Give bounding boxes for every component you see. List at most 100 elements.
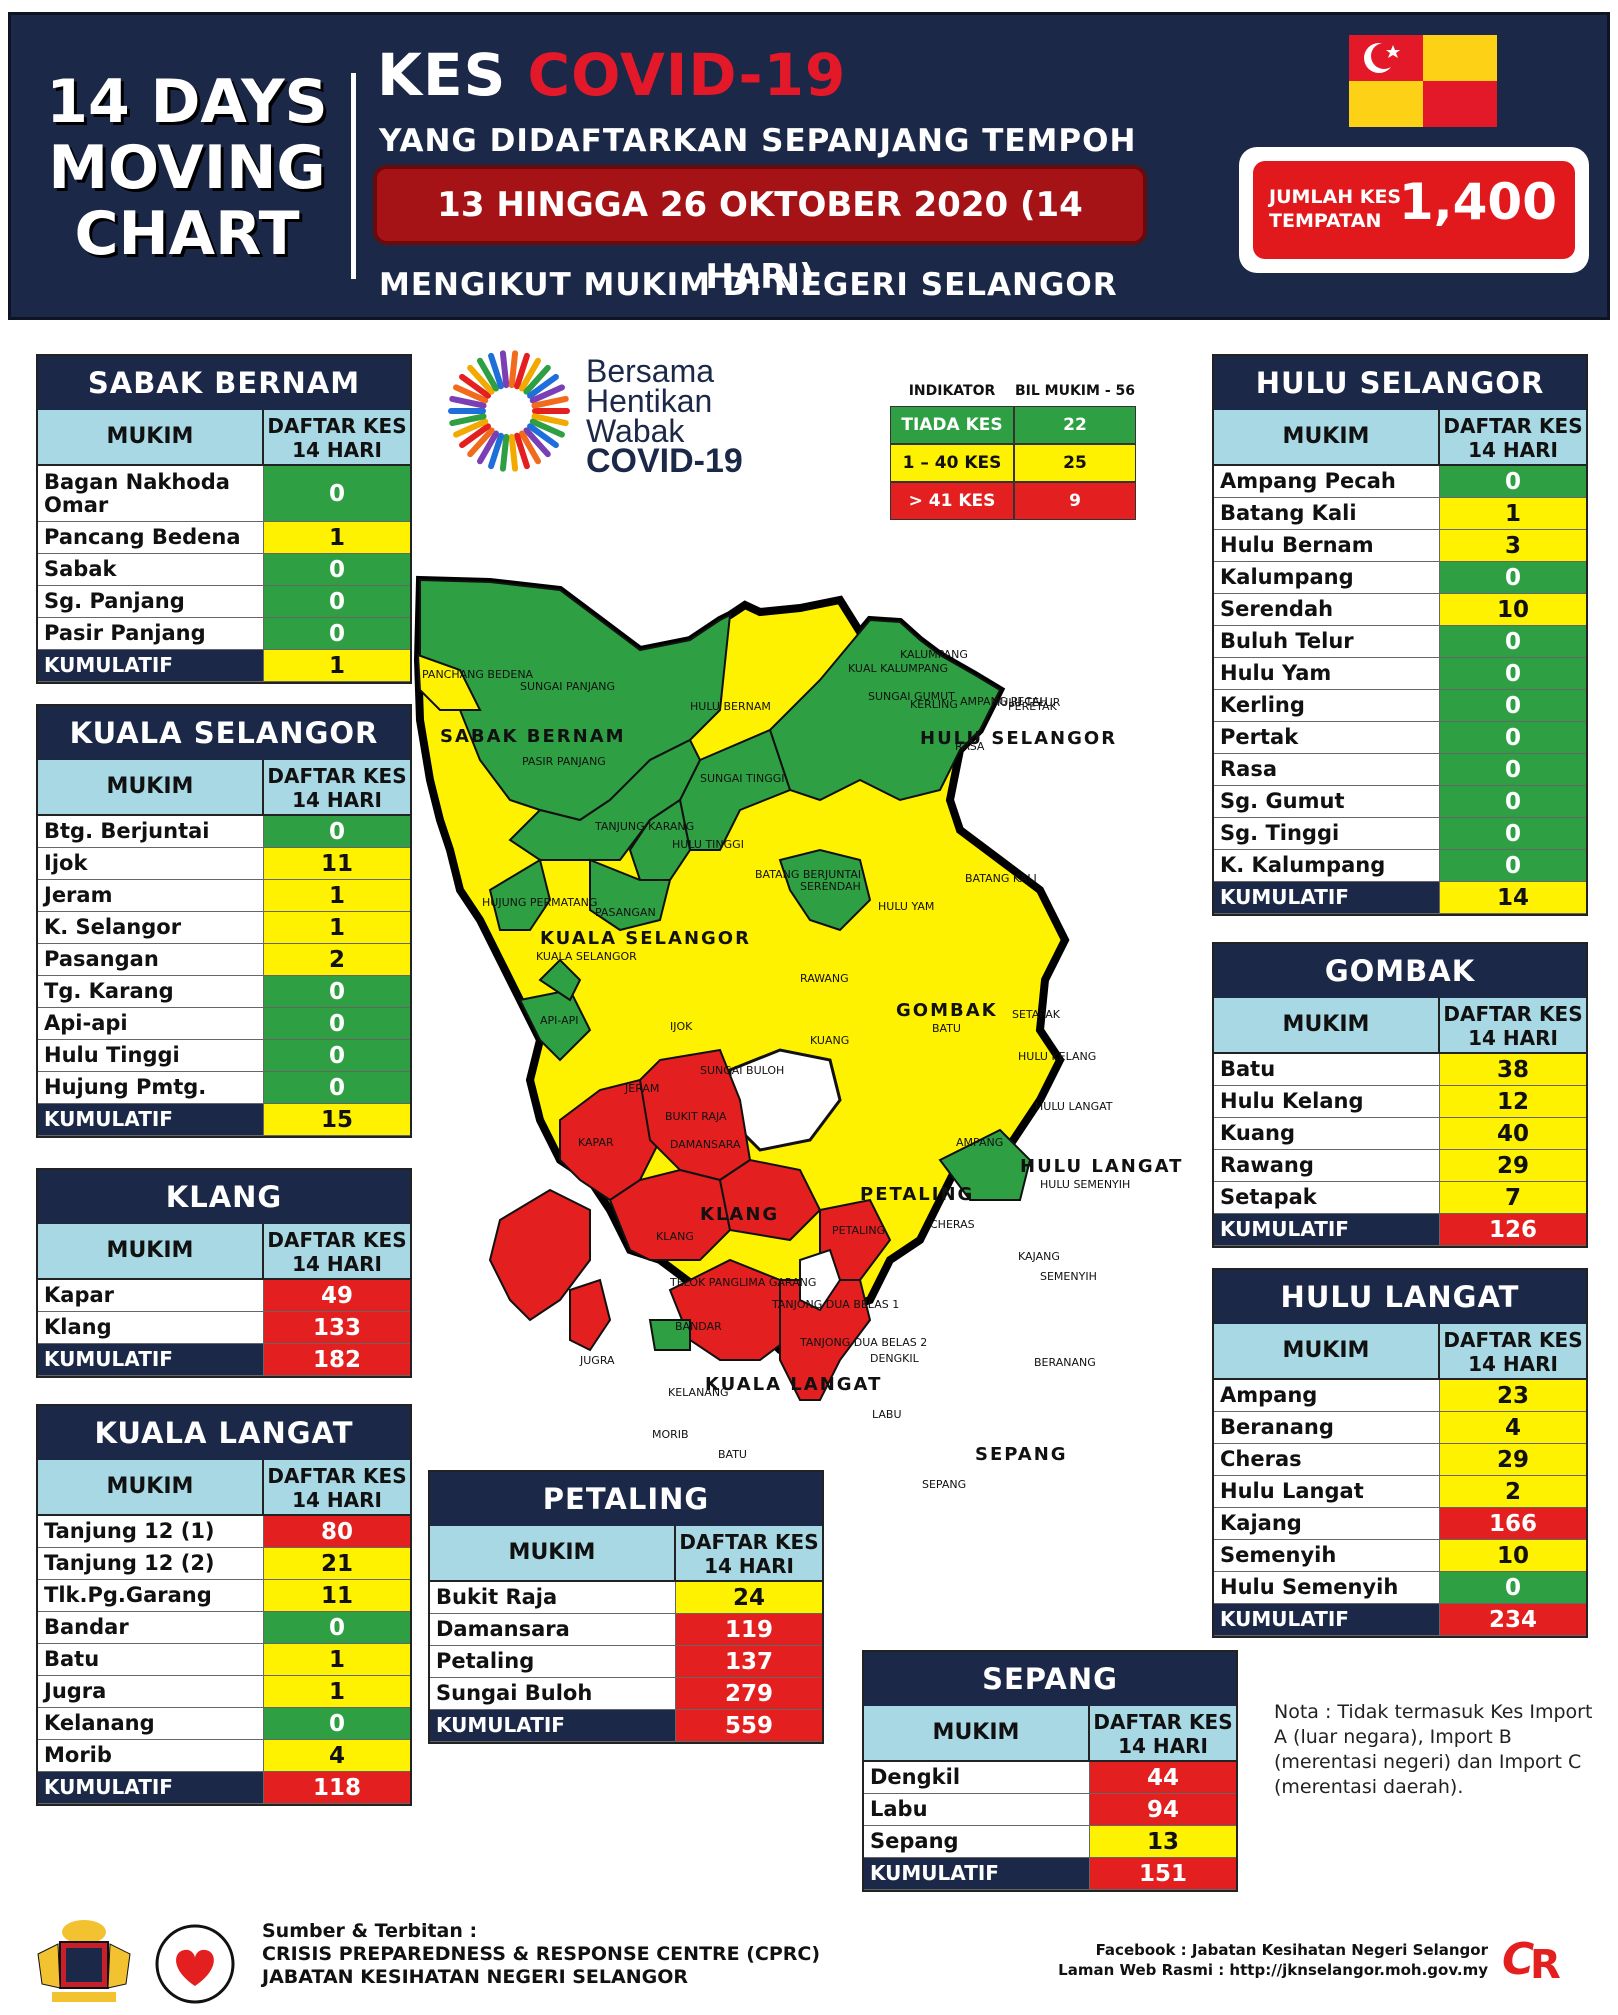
- mukim-name: Hulu Yam: [1214, 658, 1440, 689]
- table-row: Hulu Tinggi 0: [38, 1040, 410, 1072]
- region-kuala-selangor-small: [538, 958, 582, 1002]
- daftar-kes-line: 14 HARI: [1468, 1026, 1558, 1050]
- map-mukim-label: SUNGAI PANJANG: [520, 680, 615, 693]
- sunburst-ray: [531, 413, 569, 427]
- table-row: Tg. Karang 0: [38, 976, 410, 1008]
- table-row: Serendah 10: [1214, 594, 1586, 626]
- case-count: 0: [264, 976, 410, 1007]
- mukim-name: Api-api: [38, 1008, 264, 1039]
- sunburst-ray: [508, 350, 519, 389]
- legend-label: > 41 KES: [891, 483, 1015, 519]
- note-text: Nota : Tidak termasuk Kes Import A (luar…: [1274, 1701, 1593, 1798]
- svg-text:C: C: [1502, 1934, 1534, 1985]
- daftar-kes-line: 14 HARI: [292, 788, 382, 812]
- table-row: Sepang 13: [864, 1826, 1236, 1858]
- daftar-kes-line: DAFTAR KES: [1093, 1710, 1233, 1734]
- daftar-kes-header: DAFTAR KES 14 HARI: [264, 410, 410, 464]
- table-row: Bagan Nakhoda Omar 0: [38, 466, 410, 522]
- sunburst-ray: [529, 384, 565, 404]
- sunburst-ray: [459, 423, 491, 449]
- map-mukim-label: BATU: [718, 1448, 747, 1461]
- mukim-header: MUKIM: [38, 760, 264, 814]
- kumulatif-row: KUMULATIF 126: [1214, 1214, 1586, 1246]
- map-mukim-label: PERETAK: [1008, 700, 1058, 713]
- mukim-name: Bukit Raja: [430, 1582, 676, 1613]
- case-count: 0: [1440, 786, 1586, 817]
- map-mukim-label: BATANG BERJUNTAI: [755, 868, 861, 881]
- indicator-legend: INDIKATOR BIL MUKIM - 56 TIADA KES 22 1 –…: [890, 376, 1136, 520]
- table-hulu-selangor: HULU SELANGOR MUKIM DAFTAR KES 14 HARI A…: [1212, 354, 1588, 916]
- mukim-name: K. Selangor: [38, 912, 264, 943]
- case-count: 23: [1440, 1380, 1586, 1411]
- mukim-name: Hulu Kelang: [1214, 1086, 1440, 1117]
- mukim-name: Kajang: [1214, 1508, 1440, 1539]
- district-name: KUALA LANGAT: [38, 1406, 410, 1460]
- mukim-name: Kapar: [38, 1280, 264, 1311]
- kumulatif-label: KUMULATIF: [1214, 1604, 1440, 1635]
- subtitle-period: YANG DIDAFTARKAN SEPANJANG TEMPOH: [379, 123, 1137, 159]
- kumulatif-row: KUMULATIF 15: [38, 1104, 410, 1136]
- map-mukim-label: BATU: [932, 1022, 961, 1035]
- kumulatif-count: 14: [1440, 882, 1586, 913]
- sunburst-ray: [459, 373, 491, 399]
- sunburst-ray: [499, 433, 510, 472]
- table-kuala-langat: KUALA LANGAT MUKIM DAFTAR KES 14 HARI Ta…: [36, 1404, 412, 1806]
- table-row: Sg. Panjang 0: [38, 586, 410, 618]
- map-label-kuala-langat: KUALA LANGAT: [705, 1374, 882, 1395]
- daftar-kes-header: DAFTAR KES 14 HARI: [1090, 1706, 1236, 1760]
- kumulatif-count: 182: [264, 1344, 410, 1375]
- mukim-header: MUKIM: [430, 1526, 676, 1580]
- map-label-gombak: GOMBAK: [896, 1000, 998, 1021]
- map-label-hulu-langat: HULU LANGAT: [1020, 1156, 1183, 1177]
- map-mukim-label: KAJANG: [1018, 1250, 1060, 1263]
- case-count: 0: [1440, 850, 1586, 881]
- selangor-flag-icon: [1349, 35, 1497, 127]
- case-count: 29: [1440, 1444, 1586, 1475]
- district-name: SABAK BERNAM: [38, 356, 410, 410]
- table-header: MUKIM DAFTAR KES 14 HARI: [38, 760, 410, 816]
- table-row: Jugra 1: [38, 1676, 410, 1708]
- mukim-header: MUKIM: [38, 1460, 264, 1514]
- mukim-name: Bagan Nakhoda Omar: [38, 466, 264, 521]
- website-link[interactable]: Laman Web Rasmi : http://jknselangor.moh…: [1058, 1961, 1488, 1979]
- case-count: 38: [1440, 1054, 1586, 1085]
- table-row: Pasir Panjang 0: [38, 618, 410, 650]
- table-row: Labu 94: [864, 1794, 1236, 1826]
- mukim-name: Semenyih: [1214, 1540, 1440, 1571]
- facebook-link[interactable]: Facebook : Jabatan Kesihatan Negeri Sela…: [1095, 1941, 1488, 1959]
- mukim-name: Hulu Bernam: [1214, 530, 1440, 561]
- mukim-name: Jugra: [38, 1676, 264, 1707]
- table-row: Morib 4: [38, 1740, 410, 1772]
- case-count: 0: [1440, 690, 1586, 721]
- map-mukim-label: RASA: [955, 740, 985, 753]
- table-row: Sabak 0: [38, 554, 410, 586]
- map-mukim-label: HULU TINGGI: [672, 838, 744, 851]
- table-header: MUKIM DAFTAR KES 14 HARI: [1214, 410, 1586, 466]
- map-mukim-label: BERANANG: [1034, 1356, 1096, 1369]
- region-hujung-permatang: [488, 858, 552, 931]
- region-hulu-yam: [778, 848, 872, 932]
- total-label-line: JUMLAH KES: [1269, 186, 1402, 208]
- table-row: Jeram 1: [38, 880, 410, 912]
- mukim-name: Beranang: [1214, 1412, 1440, 1443]
- case-count: 0: [264, 554, 410, 585]
- mukim-name: Hulu Semenyih: [1214, 1572, 1440, 1603]
- map-mukim-label: PANCHANG BEDENA: [422, 668, 534, 681]
- table-row: Kerling 0: [1214, 690, 1586, 722]
- kumulatif-count: 234: [1440, 1604, 1586, 1635]
- map-mukim-label: PASIR PANJANG: [522, 755, 606, 768]
- map-mukim-label: IJOK: [670, 1020, 693, 1033]
- kumulatif-row: KUMULATIF 182: [38, 1344, 410, 1376]
- sunburst-ray: [523, 427, 551, 458]
- map-mukim-label: KUANG: [810, 1034, 849, 1047]
- table-sabak-bernam: SABAK BERNAM MUKIM DAFTAR KES 14 HARI Ba…: [36, 354, 412, 684]
- sunburst-ray: [449, 413, 487, 427]
- table-row: Klang 133: [38, 1312, 410, 1344]
- page-title: KES COVID-19: [377, 41, 846, 109]
- case-count: 11: [264, 1580, 410, 1611]
- footer-source-line: JABATAN KESIHATAN NEGERI SELANGOR: [262, 1966, 689, 1988]
- moving-chart-line: MOVING: [48, 133, 326, 203]
- case-count: 49: [264, 1280, 410, 1311]
- case-count: 12: [1440, 1086, 1586, 1117]
- table-row: Buluh Telur 0: [1214, 626, 1586, 658]
